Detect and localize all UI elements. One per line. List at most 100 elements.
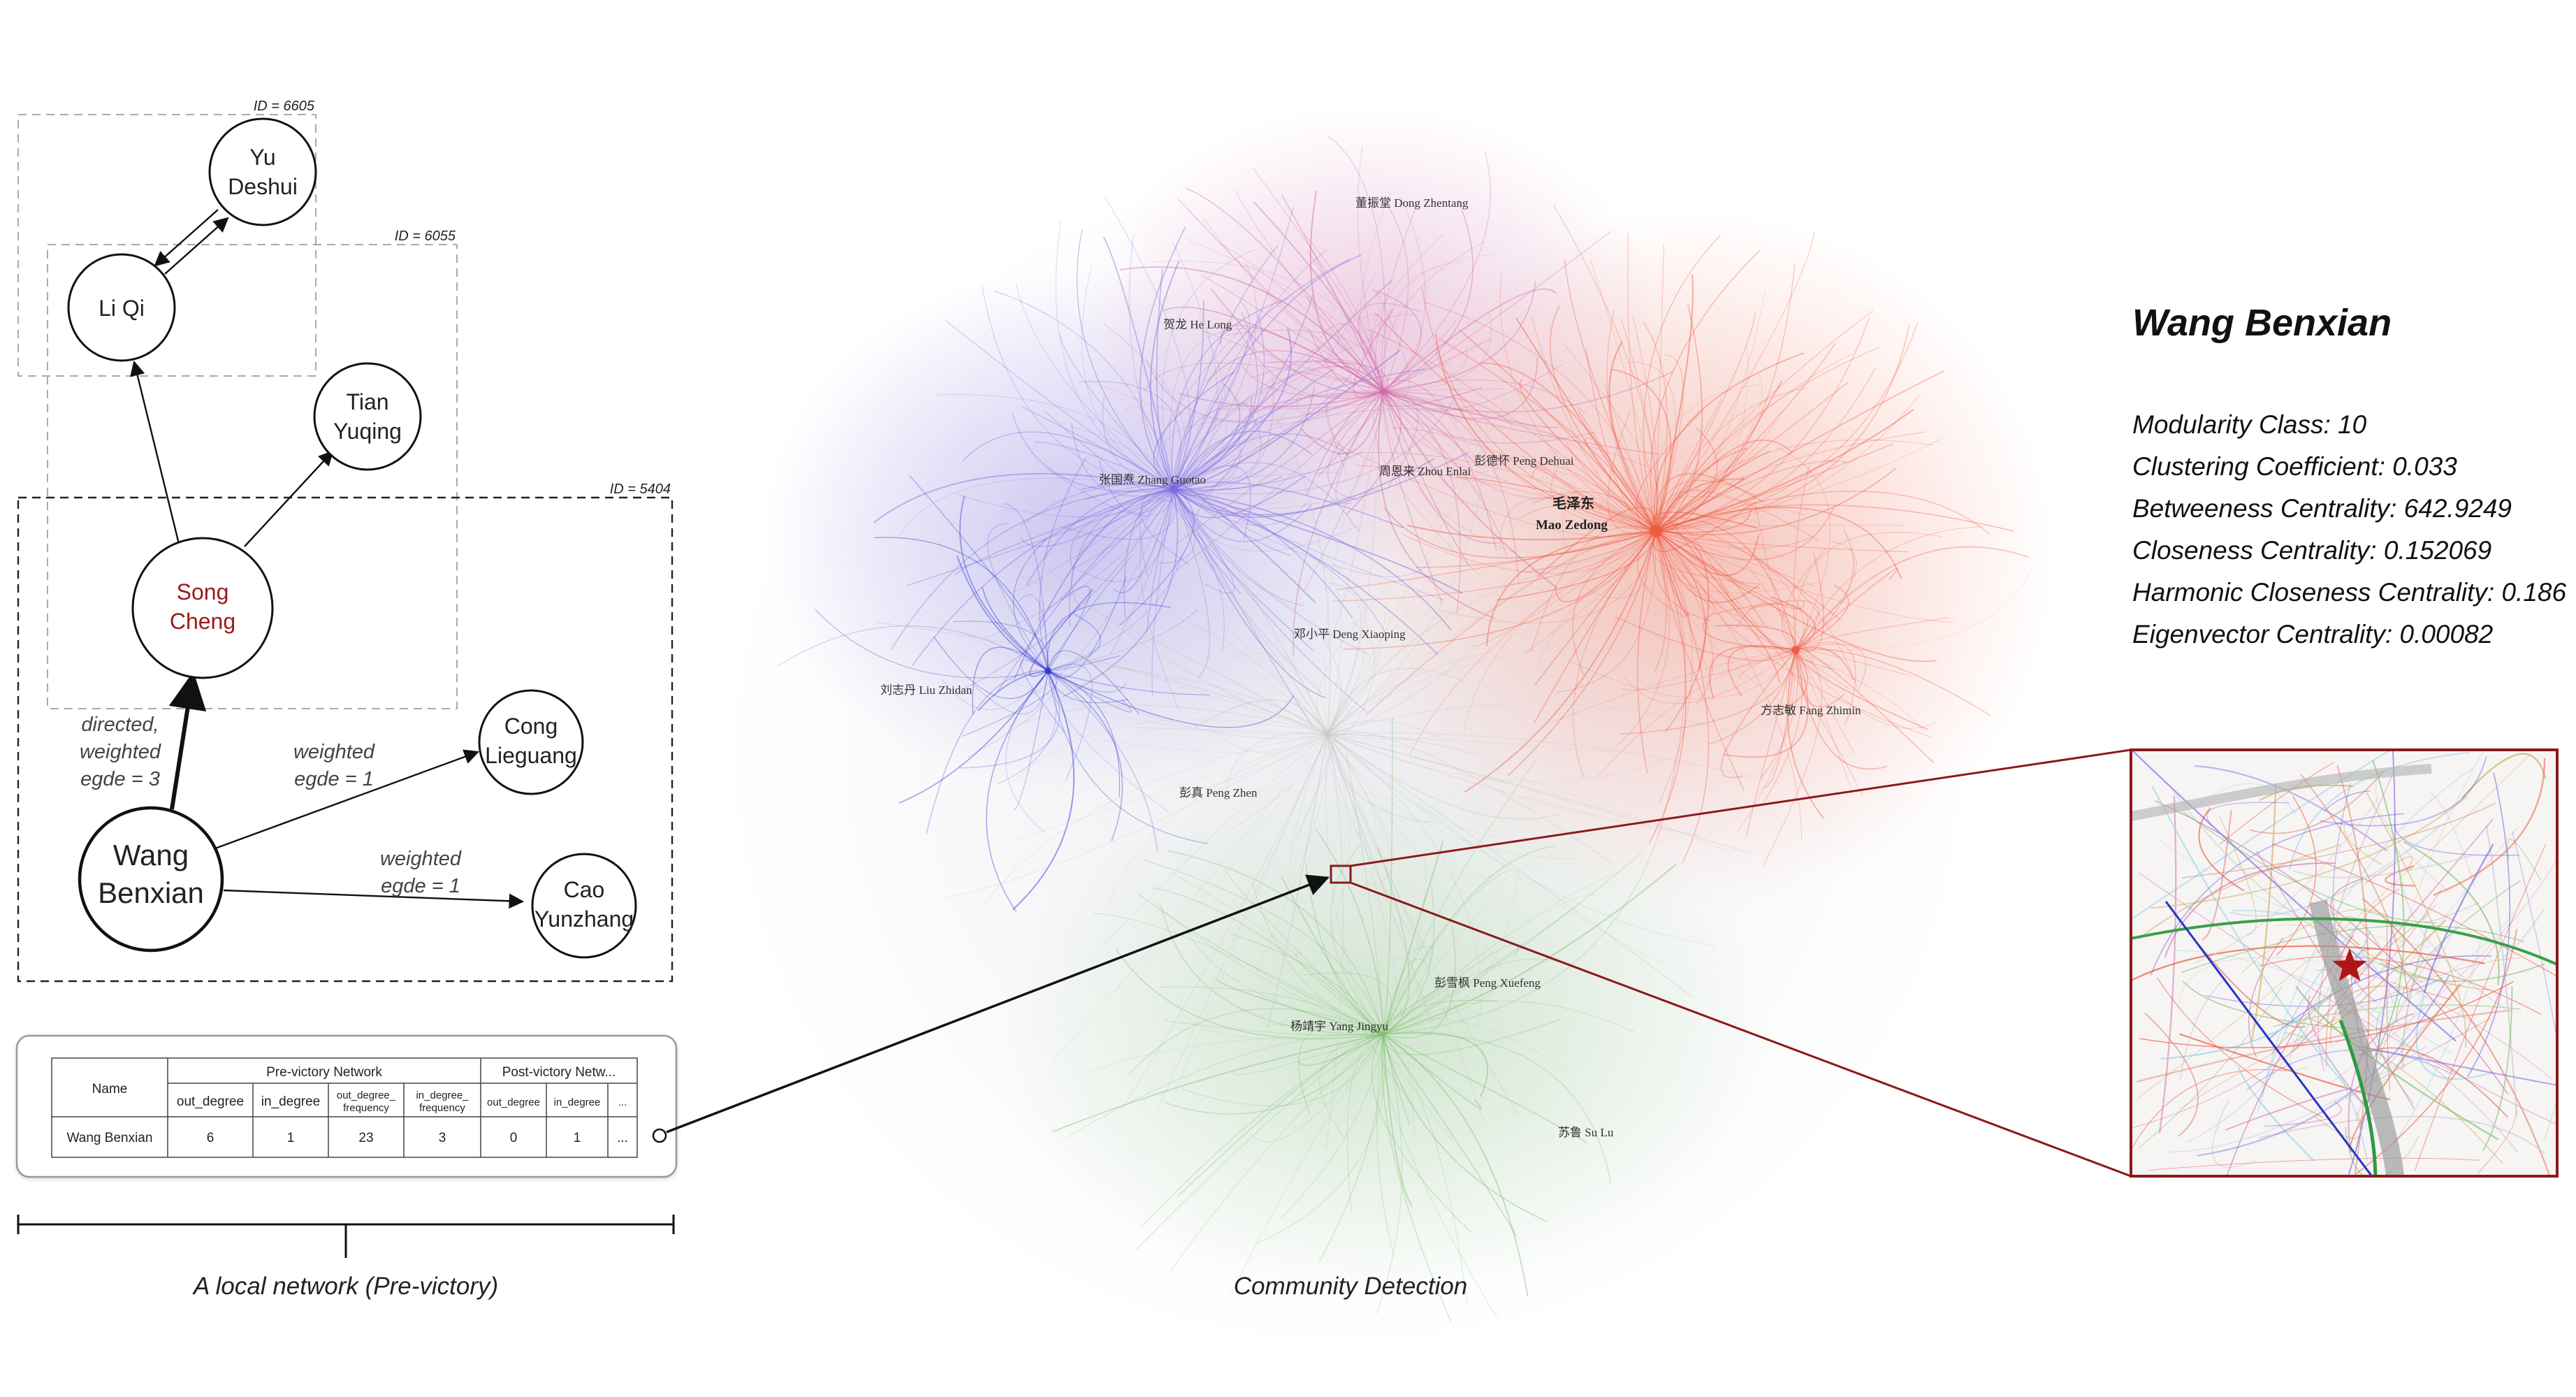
network-edge [1655,530,1909,553]
network-edge [1163,1020,1384,1036]
network-edge [1471,530,1657,646]
zoom-edge [2271,843,2557,977]
node-li-qi[interactable]: Li Qi [67,253,176,362]
network-edge [1067,1034,1384,1138]
network-edge [1312,359,1391,402]
network-edge [1655,274,1694,532]
network-edge [1615,530,1671,748]
network-edge [1220,324,1384,392]
node-info: Wang Benxian Modularity Class: 10 Cluste… [2132,302,2566,649]
network-edge [1486,530,1657,646]
network-edge [1173,386,1315,490]
network-edge [1290,361,1384,396]
network-edge [1653,384,1761,532]
network-edge [1416,530,1657,568]
network-edge [1327,733,1520,1116]
table-col-header: out_degree [487,1096,540,1108]
network-edge [944,319,1174,490]
network-label: 彭真 Peng Zhen [1179,786,1258,799]
network-edge [1173,488,1304,606]
node-song-cheng[interactable]: Song Cheng [131,537,274,679]
network-edge [1273,1023,1384,1035]
network-edge [1708,649,1796,745]
network-edge [1120,266,1384,392]
network-edge [1047,670,1210,695]
node-yu-deshui[interactable]: Yu Deshui [208,117,317,226]
network-edge [1062,488,1179,697]
network-edge [1745,649,1796,838]
network-edge [1383,391,1500,544]
network-edge [1539,530,1657,668]
network-edge [1143,362,1384,393]
network-edge [1327,733,1750,854]
network-edge [1327,667,1466,734]
table-cell: 0 [510,1131,518,1145]
network-edge [1281,194,1384,392]
network-edge [1026,546,1328,734]
network-edge [1727,645,1796,697]
network-edge [1013,488,1174,681]
network-edge [1060,488,1176,540]
network-edge [1303,233,1384,392]
network-edge [1163,306,1384,392]
zoom-edge [2131,1069,2287,1150]
network-edge [959,670,1061,769]
group-box-6055 [47,244,458,709]
network-edge [1007,488,1174,593]
network-edge [1219,243,1384,392]
zoom-edge [2249,771,2384,834]
node-tian-yuqing[interactable]: Tian Yuqing [313,362,422,471]
network-edge [1383,946,1434,1035]
network-edge [1173,488,1444,600]
network-edge [1167,850,1384,1035]
network-edge [1519,379,1657,532]
star-icon[interactable] [2332,948,2367,981]
network-edge [1055,221,1174,490]
network-edge [1383,391,1559,428]
network-edge [1330,440,1657,538]
network-edge [1170,872,1384,1035]
node-cong-lieguang[interactable]: Cong Lieguang [478,689,584,795]
network-edge [1020,488,1174,547]
network-edge [891,488,1174,650]
group-id-6605: ID = 6605 [254,99,315,114]
network-edge [1589,259,1657,532]
zoom-edge [2318,912,2491,991]
network-edge [1173,334,1381,490]
network-edge [1047,602,1171,672]
network-edge [1327,733,1667,964]
network-edge [1343,530,1657,650]
zoom-edge [2348,750,2396,1175]
network-edge [1383,380,1456,421]
network-edge [1795,649,1928,730]
zoom-edge [2375,778,2450,893]
network-edge [1327,733,1704,782]
network-edge [1327,607,1387,736]
table-link-handle[interactable] [652,1128,667,1143]
zoom-edge [2160,930,2371,1060]
network-edge [1360,192,1391,392]
network-edge [1383,391,1516,553]
network-edge [1135,477,1328,734]
network-edge [1531,526,1657,651]
network-edge [1652,530,1710,622]
network-edge [1173,245,1279,490]
node-cao-yunzhang[interactable]: Cao Yunzhang [531,853,637,959]
network-edge [1353,309,1394,398]
network-edge [1327,733,1376,834]
network-edge [1205,350,1384,392]
node-wang-benxian[interactable]: Wang Benxian [78,806,224,953]
network-edge [1655,353,1852,532]
network-edge [1577,410,1657,532]
network-label: 刘志丹 Liu Zhidan [880,683,973,697]
network-edge [1082,663,1328,734]
network-edge [1795,526,1983,651]
zoom-edge [2482,985,2513,1151]
network-edge [1327,486,1498,734]
network-edge [1088,1034,1384,1073]
selected-node-box[interactable] [1330,864,1352,884]
network-edge [1044,410,1175,502]
network-edge [1173,368,1426,490]
network-edge [1606,309,1657,532]
network-edge [1307,250,1384,392]
